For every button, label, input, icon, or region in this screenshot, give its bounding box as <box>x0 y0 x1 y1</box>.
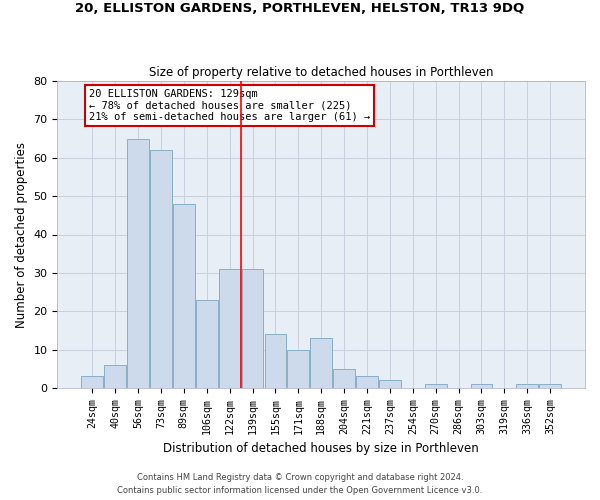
Bar <box>470 384 493 388</box>
Bar <box>265 334 286 388</box>
Text: 20 ELLISTON GARDENS: 129sqm
← 78% of detached houses are smaller (225)
21% of se: 20 ELLISTON GARDENS: 129sqm ← 78% of det… <box>89 88 370 122</box>
Bar <box>287 350 309 388</box>
Bar <box>333 369 355 388</box>
Bar <box>173 204 195 388</box>
Bar <box>425 384 446 388</box>
Bar <box>150 150 172 388</box>
Y-axis label: Number of detached properties: Number of detached properties <box>15 142 28 328</box>
X-axis label: Distribution of detached houses by size in Porthleven: Distribution of detached houses by size … <box>163 442 479 455</box>
Bar <box>196 300 218 388</box>
Text: 20, ELLISTON GARDENS, PORTHLEVEN, HELSTON, TR13 9DQ: 20, ELLISTON GARDENS, PORTHLEVEN, HELSTO… <box>76 2 524 16</box>
Title: Size of property relative to detached houses in Porthleven: Size of property relative to detached ho… <box>149 66 493 78</box>
Bar <box>127 138 149 388</box>
Bar <box>310 338 332 388</box>
Bar <box>517 384 538 388</box>
Bar <box>242 269 263 388</box>
Bar <box>82 376 103 388</box>
Bar <box>539 384 561 388</box>
Bar <box>379 380 401 388</box>
Bar <box>104 365 126 388</box>
Text: Contains HM Land Registry data © Crown copyright and database right 2024.
Contai: Contains HM Land Registry data © Crown c… <box>118 474 482 495</box>
Bar <box>219 269 241 388</box>
Bar <box>356 376 378 388</box>
